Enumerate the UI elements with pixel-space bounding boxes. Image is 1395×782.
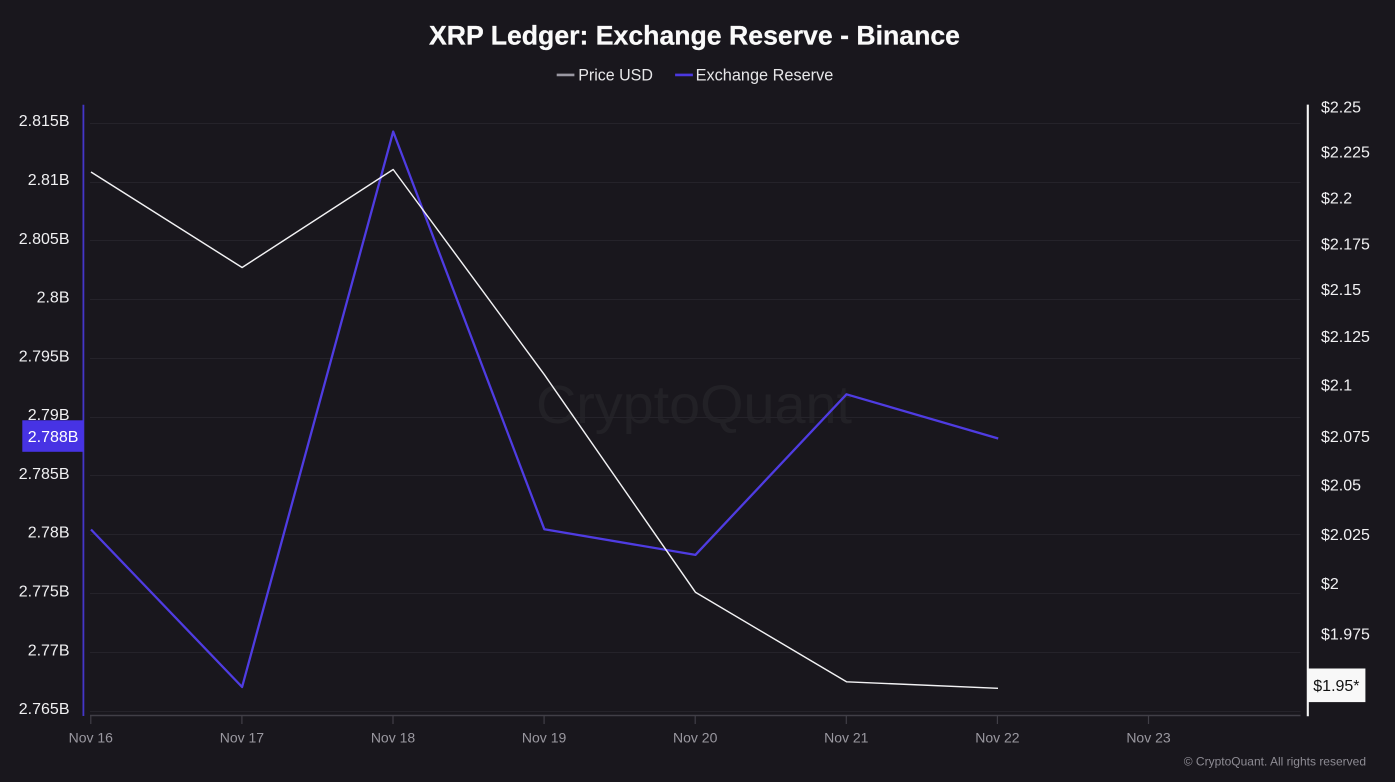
svg-text:$2.175: $2.175 [1321, 237, 1370, 254]
svg-text:2.81B: 2.81B [28, 172, 70, 189]
svg-text:$2.075: $2.075 [1321, 429, 1370, 446]
svg-text:Nov 23: Nov 23 [1126, 730, 1171, 746]
svg-text:$2.225: $2.225 [1321, 144, 1370, 161]
svg-text:Nov 16: Nov 16 [69, 730, 114, 746]
svg-text:2.788B: 2.788B [28, 429, 79, 446]
svg-text:© CryptoQuant. All rights rese: © CryptoQuant. All rights reserved [1184, 755, 1366, 769]
svg-text:2.815B: 2.815B [19, 113, 70, 130]
svg-text:2.805B: 2.805B [19, 231, 70, 248]
svg-text:$2.1: $2.1 [1321, 378, 1352, 395]
svg-text:Nov 18: Nov 18 [371, 730, 416, 746]
svg-text:Nov 17: Nov 17 [220, 730, 265, 746]
svg-text:2.78B: 2.78B [28, 525, 70, 542]
svg-text:Nov 20: Nov 20 [673, 730, 718, 746]
svg-text:2.77B: 2.77B [28, 642, 70, 659]
svg-text:Nov 19: Nov 19 [522, 730, 567, 746]
svg-text:$2.125: $2.125 [1321, 329, 1370, 346]
svg-text:$1.95*: $1.95* [1313, 678, 1359, 695]
svg-text:$2.15: $2.15 [1321, 282, 1361, 299]
svg-text:$2.025: $2.025 [1321, 527, 1370, 544]
svg-text:2.785B: 2.785B [19, 466, 70, 483]
svg-text:$2.25: $2.25 [1321, 100, 1361, 117]
svg-text:XRP Ledger: Exchange Reserve -: XRP Ledger: Exchange Reserve - Binance [429, 21, 960, 51]
svg-text:Nov 22: Nov 22 [975, 730, 1020, 746]
svg-text:Price USD: Price USD [578, 66, 653, 85]
svg-text:Exchange Reserve: Exchange Reserve [696, 66, 834, 85]
svg-text:2.765B: 2.765B [19, 701, 70, 718]
svg-text:2.8B: 2.8B [37, 290, 70, 307]
svg-text:2.775B: 2.775B [19, 584, 70, 601]
svg-text:2.79B: 2.79B [28, 407, 70, 424]
svg-text:$1.975: $1.975 [1321, 626, 1370, 643]
svg-text:$2.2: $2.2 [1321, 191, 1352, 208]
svg-text:$2: $2 [1321, 576, 1339, 593]
svg-text:CryptoQuant: CryptoQuant [536, 375, 852, 435]
svg-text:$2.05: $2.05 [1321, 477, 1361, 494]
svg-text:2.795B: 2.795B [19, 348, 70, 365]
svg-text:Nov 21: Nov 21 [824, 730, 869, 746]
